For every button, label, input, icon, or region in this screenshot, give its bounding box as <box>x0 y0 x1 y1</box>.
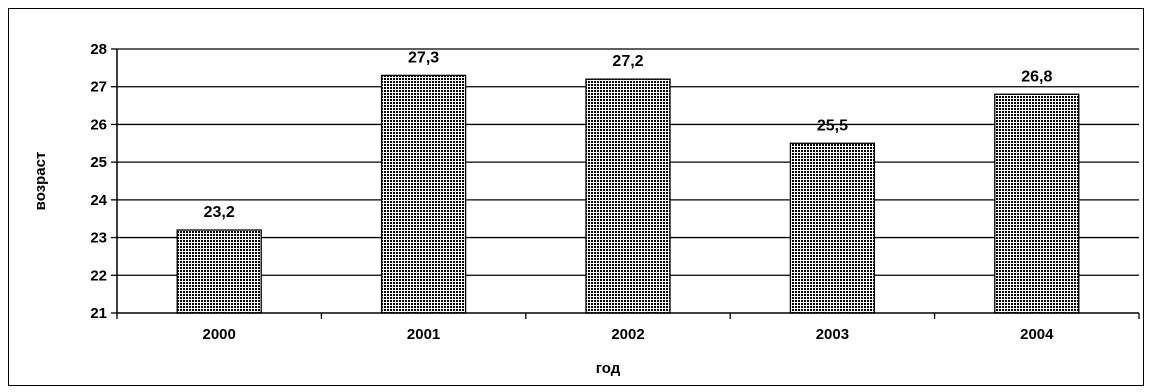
y-tick-label-25: 25 <box>90 154 107 171</box>
bar-2003 <box>789 142 876 314</box>
bar-2001 <box>380 74 467 314</box>
x-tick-label-2002: 2002 <box>611 326 644 343</box>
data-label-2000: 23,2 <box>204 204 235 221</box>
bars <box>176 74 1080 314</box>
data-label-2002: 27,2 <box>612 53 643 70</box>
y-tick-label-28: 28 <box>90 41 107 58</box>
y-axis-title: возраст <box>32 152 49 211</box>
y-tick-label-23: 23 <box>90 230 107 247</box>
x-tick-label-2003: 2003 <box>816 326 849 343</box>
x-axis-title: год <box>596 360 621 377</box>
y-tick-label-27: 27 <box>90 79 107 96</box>
x-tick-label-2001: 2001 <box>407 326 440 343</box>
x-tick-label-2000: 2000 <box>203 326 236 343</box>
axes <box>111 48 1140 319</box>
bar-2004 <box>994 93 1080 314</box>
bar-2000 <box>176 229 262 314</box>
x-tick-label-2004: 2004 <box>1020 326 1054 343</box>
bar-chart: 21 22 23 24 25 26 27 28 2000 23,2 2001 27,3 2002 27,2… <box>32 41 1140 377</box>
labels: 21 22 23 24 25 26 27 28 2000 23,2 2001 27,3 2002 27,2… <box>90 41 1054 343</box>
bar-2002 <box>585 78 671 314</box>
data-label-2001: 27,3 <box>408 49 439 66</box>
y-tick-label-24: 24 <box>90 192 107 209</box>
chart-frame: 21 22 23 24 25 26 27 28 2000 23,2 2001 27,3 2002 27,2… <box>8 8 1144 386</box>
y-tick-label-21: 21 <box>90 305 107 322</box>
data-label-2004: 26,8 <box>1021 68 1052 85</box>
data-label-2003: 25,5 <box>817 117 848 134</box>
y-tick-label-26: 26 <box>90 116 107 133</box>
y-tick-label-22: 22 <box>90 267 107 284</box>
